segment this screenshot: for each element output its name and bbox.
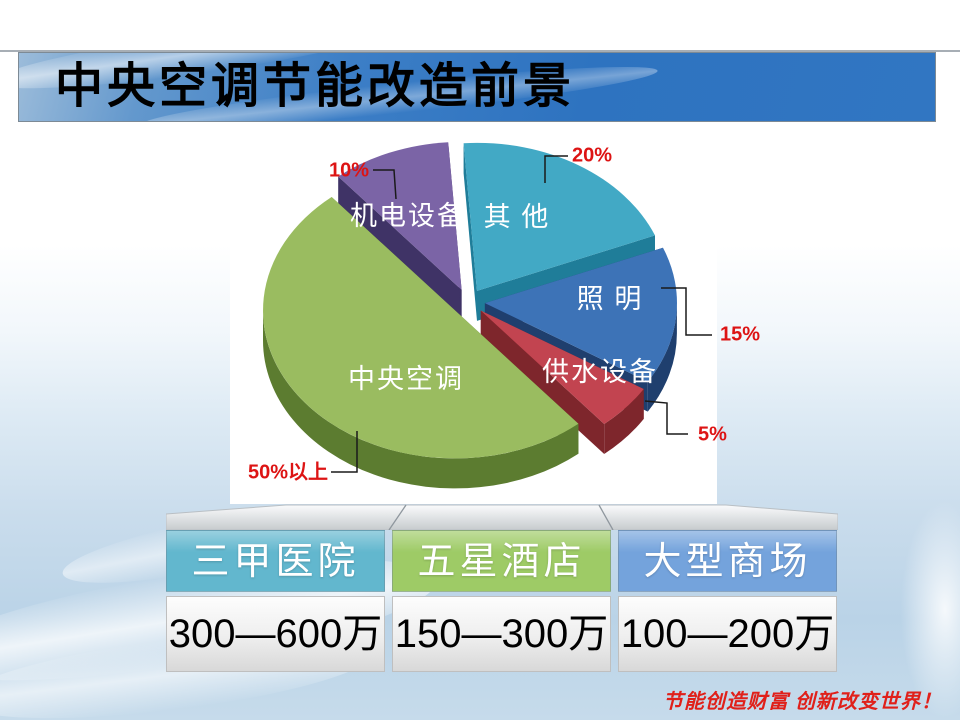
table-header-cell: 五星酒店 [392,530,611,592]
top-divider-line [0,50,960,52]
pie-rim-water-supply [604,389,644,454]
pie-pct-label-water-supply: 5% [698,423,727,445]
pie-label-other: 其 他 [484,202,551,232]
pie-label-mech-elec: 机电设备 [350,201,466,231]
table-value-cell: 150—300万 [392,596,611,672]
energy-cost-table: 三甲医院 300—600万 五星酒店 150—300万 大型商场 100—200… [166,504,838,672]
pie-callout-line-central-ac [331,431,358,473]
pie-callout-line-lighting [661,287,712,336]
roof-face [166,504,838,530]
pie-slice-water-supply [480,310,644,424]
roof-seam-right [598,504,614,530]
table-header-cell: 大型商场 [618,530,837,592]
pie-cut-face-mech-elec [338,176,462,320]
pie-pct-label-central-ac: 50%以上 [248,460,328,483]
pie-label-central-ac: 中央空调 [348,364,464,394]
pie-label-water-supply: 供水设备 [542,357,658,387]
pie-pct-label-lighting: 15% [720,323,760,345]
pie-cut-face-other [463,143,477,321]
pie-slice-mech-elec [338,142,462,290]
pie-slice-lighting [484,247,677,382]
table-value-cell: 300—600万 [166,596,385,672]
pie-cut-face-water-supply [480,310,605,454]
pie-callout-line-mech-elec [373,169,397,200]
table-column-mall: 大型商场 100—200万 [618,530,837,672]
pie-label-lighting: 照 明 [577,284,644,314]
pie-callout-line-water-supply [644,400,688,435]
table-3d-roof [166,504,838,530]
table-value-cell: 100—200万 [618,596,837,672]
pie-pct-label-mech-elec: 10% [329,159,369,181]
pie-slice-other [463,142,655,291]
table-column-hospital: 三甲医院 300—600万 [166,530,385,672]
table-column-hotel: 五星酒店 150—300万 [392,530,611,672]
pie-slice-central-ac [263,197,579,459]
table-columns: 三甲医院 300—600万 五星酒店 150—300万 大型商场 100—200… [166,530,838,672]
roof-seam-left [388,504,407,530]
pie-rim-lighting [647,303,677,412]
slide-title-bar: 中央空调节能改造前景 [18,52,936,122]
page-title: 中央空调节能改造前景 [55,60,576,113]
pie-callout-line-other [544,155,568,183]
footer-slogan: 节能创造财富 创新改变世界！ [663,691,942,713]
pie-rim-central-ac [263,310,579,489]
pie-pct-label-other: 20% [572,144,612,166]
table-header-cell: 三甲医院 [166,530,385,592]
